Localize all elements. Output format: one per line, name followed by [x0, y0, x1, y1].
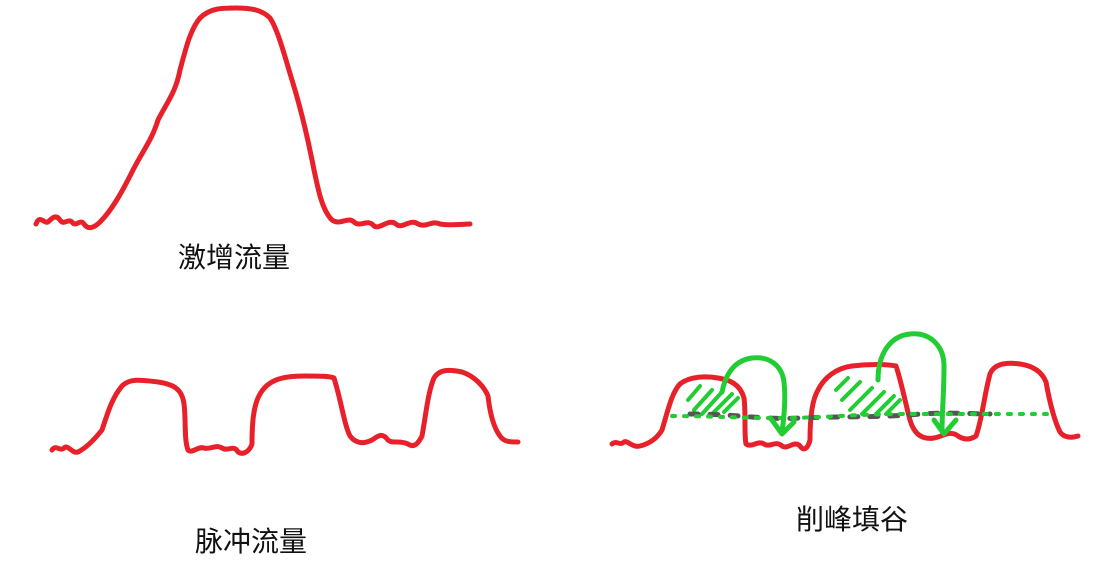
pulse-traffic-curve: [49, 367, 521, 456]
shaved-traffic-curve: [609, 360, 1081, 452]
peak-hatching: [686, 376, 902, 416]
average-dashed-line: [687, 410, 993, 421]
shift-arrow-2: [875, 331, 959, 437]
surge-traffic-curve: [33, 5, 473, 231]
label-peak-shaving-valley-filling: 削峰填谷: [796, 503, 909, 536]
label-surge-traffic: 激增流量: [178, 241, 291, 274]
label-pulse-traffic: 脉冲流量: [195, 525, 308, 558]
smoothed-dotted-line: [670, 411, 1056, 421]
shift-arrow-1: [719, 355, 797, 437]
